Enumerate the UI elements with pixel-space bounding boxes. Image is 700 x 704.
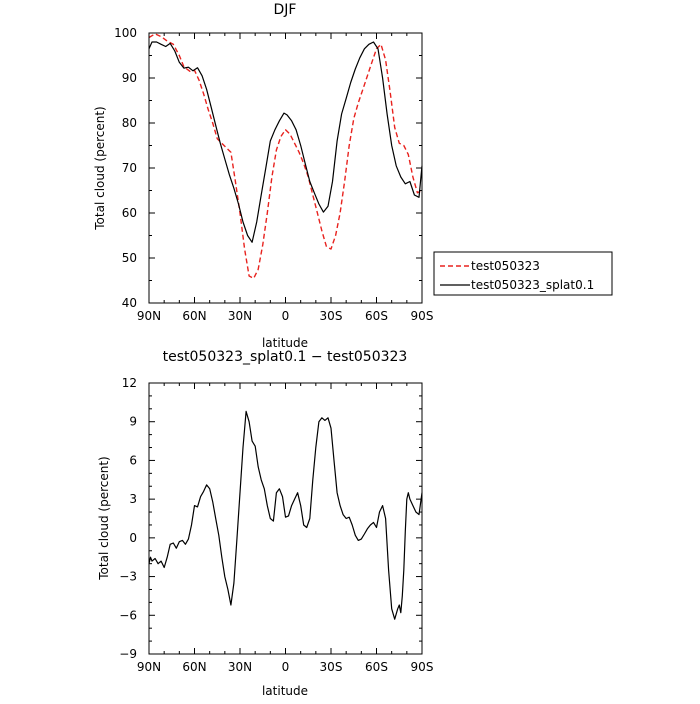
djf-x-tick-label: 90N — [137, 309, 161, 323]
difference-x-axis-label: latitude — [262, 684, 308, 698]
djf-x-tick-label: 0 — [282, 309, 290, 323]
djf-x-axis-label: latitude — [262, 336, 308, 350]
djf-x-tick-label: 90S — [411, 309, 434, 323]
difference-y-tick-label: −3 — [119, 570, 137, 584]
difference-series-line-difference — [148, 410, 423, 620]
difference-y-tick-label: 0 — [129, 531, 137, 545]
difference-plot-frame — [148, 382, 423, 655]
djf-series-line-test050323-splat0-1 — [148, 41, 423, 243]
djf-y-axis-label: Total cloud (percent) — [93, 106, 107, 230]
djf-y-tick-label: 50 — [122, 251, 137, 265]
djf-plot-frame — [148, 32, 423, 304]
difference-y-tick-label: 6 — [129, 453, 137, 467]
djf-axis-ticks: 90N 60N 30N 0 30S 60S 90S 40 50 60 70 80 90 100 — [114, 26, 433, 323]
difference-y-axis-label: Total cloud (percent) — [97, 456, 111, 580]
djf-y-tick-label: 70 — [122, 161, 137, 175]
djf-panel: DJF 90N 60N 30N 0 30S 60S 90S 40 50 60 70 80 90 100 l… — [93, 2, 433, 350]
difference-series — [148, 410, 423, 620]
difference-x-tick-label: 60S — [365, 660, 388, 674]
difference-x-tick-label: 90N — [137, 660, 161, 674]
difference-x-tick-label: 30S — [320, 660, 343, 674]
djf-x-tick-label: 30S — [320, 309, 343, 323]
difference-y-tick-label: −9 — [119, 647, 137, 661]
djf-x-tick-label: 30N — [228, 309, 252, 323]
djf-y-tick-label: 100 — [114, 26, 137, 40]
difference-y-tick-label: −6 — [119, 608, 137, 622]
difference-x-tick-label: 60N — [182, 660, 206, 674]
djf-x-tick-label: 60S — [365, 309, 388, 323]
djf-x-tick-label: 60N — [182, 309, 206, 323]
difference-panel: test050323_splat0.1 − test050323 90N 60N 3… — [97, 349, 433, 698]
difference-x-tick-label: 30N — [228, 660, 252, 674]
legend-box — [433, 251, 613, 296]
difference-y-tick-label: 12 — [122, 376, 137, 390]
difference-title: test050323_splat0.1 − test050323 — [163, 349, 408, 365]
djf-y-tick-label: 80 — [122, 116, 137, 130]
djf-y-tick-label: 60 — [122, 206, 137, 220]
djf-y-tick-label: 90 — [122, 71, 137, 85]
djf-series-line-test050323 — [148, 33, 423, 279]
djf-title: DJF — [274, 2, 297, 18]
difference-x-tick-label: 0 — [282, 660, 290, 674]
djf-series — [148, 33, 423, 279]
difference-axis-ticks: 90N 60N 30N 0 30S 60S 90S −9 −6 −3 0 3 6 9 12 — [119, 376, 433, 674]
difference-y-tick-label: 3 — [129, 492, 137, 506]
difference-y-tick-label: 9 — [129, 415, 137, 429]
legend-label-test050323-splat: test050323_splat0.1 — [471, 278, 594, 292]
legend-label-test050323: test050323 — [471, 259, 540, 273]
legend: test050323 test050323_splat0.1 — [433, 251, 613, 296]
djf-y-tick-label: 40 — [122, 296, 137, 310]
difference-x-tick-label: 90S — [411, 660, 434, 674]
